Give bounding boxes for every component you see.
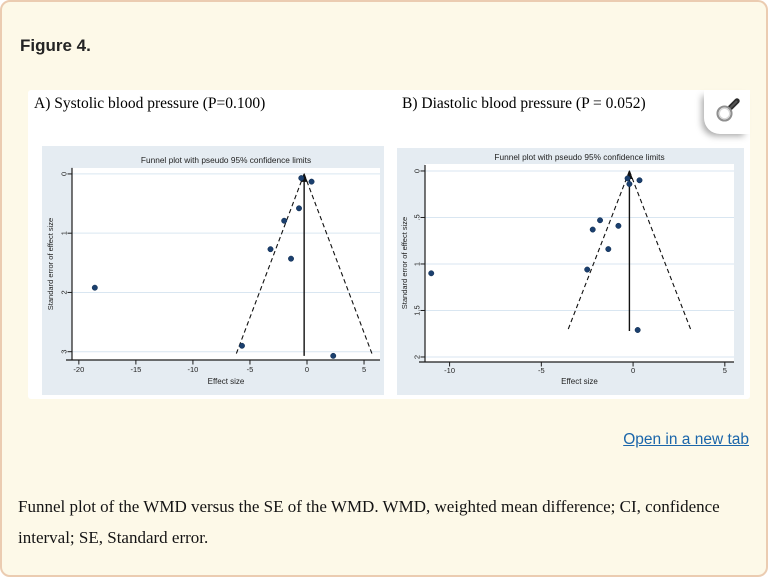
magnifier-icon (714, 97, 741, 127)
funnel-plot-diastolic: -10 -5 0 5 0 .5 1 1.5 2 Funnel plot with pseudo 9… (397, 148, 744, 395)
data-point (634, 327, 641, 333)
x-tick-label: 0 (305, 365, 309, 374)
plot-title: Funnel plot with pseudo 95% confidence l… (141, 155, 311, 165)
x-tick-label: -10 (187, 365, 198, 374)
data-point (91, 284, 98, 291)
data-point (605, 246, 612, 253)
y-tick-label: 3 (60, 350, 69, 354)
data-point (584, 266, 591, 273)
plot-region (72, 168, 380, 360)
funnel-plot-systolic: -20 -15 -10 -5 0 5 0 1 2 3 Funnel plot with pseudo… (42, 146, 384, 395)
y-tick-label: .5 (413, 214, 422, 220)
x-tick-label: 5 (362, 365, 366, 374)
figure-caption: Funnel plot of the WMD versus the SE of … (18, 497, 720, 547)
y-axis-label: Standard error of effect size (46, 218, 55, 310)
y-tick-label: 0 (60, 172, 69, 176)
x-tick-label: -15 (130, 365, 141, 374)
funnel-plot-svg: -20 -15 -10 -5 0 5 0 1 2 3 Funnel plot with pseudo… (42, 146, 384, 395)
data-point (330, 352, 337, 359)
x-axis-label: Effect size (561, 377, 598, 386)
funnel-limit-right (628, 170, 692, 332)
y-tick-label: 0 (413, 169, 422, 173)
y-tick-label: 2 (60, 290, 69, 294)
data-point (308, 178, 315, 185)
open-in-new-tab-link[interactable]: Open in a new tab (623, 431, 749, 448)
y-axis-label: Standard error of effect size (400, 217, 409, 309)
funnel-limit-left (567, 170, 630, 332)
data-point (615, 222, 622, 229)
data-point (428, 270, 435, 277)
y-tick-label: 1.5 (413, 305, 422, 315)
funnel-limit-left (234, 173, 305, 357)
plot-title: Funnel plot with pseudo 95% confidence l… (494, 152, 664, 162)
figure-title: Figure 4. (20, 36, 91, 55)
panel-a-title: A) Systolic blood pressure (P=0.100) (34, 95, 266, 112)
data-point (296, 205, 302, 212)
x-tick-label: 0 (631, 366, 635, 375)
data-point (239, 342, 245, 349)
funnel-plot-svg: -10 -5 0 5 0 .5 1 1.5 2 Funnel plot with pseudo 9… (397, 148, 744, 395)
y-tick-label: 1 (60, 231, 69, 235)
x-tick-label: 5 (723, 366, 727, 375)
panel-b-title: B) Diastolic blood pressure (P = 0.052) (402, 95, 646, 112)
data-point (589, 226, 596, 233)
plot-region (425, 164, 734, 362)
data-point (288, 255, 294, 262)
y-tick-label: 1 (413, 262, 422, 266)
zoom-figure-button[interactable] (704, 90, 750, 134)
data-point (624, 175, 631, 182)
data-point (298, 175, 305, 182)
x-axis-label: Effect size (208, 377, 245, 386)
y-tick-label: 2 (413, 355, 422, 359)
data-point (597, 217, 604, 224)
x-tick-label: -5 (247, 365, 254, 374)
x-tick-label: -5 (538, 366, 545, 375)
x-tick-label: -10 (444, 366, 455, 375)
data-point (636, 177, 643, 184)
x-tick-label: -20 (73, 365, 84, 374)
data-point (267, 246, 274, 253)
figure-image-container: A) Systolic blood pressure (P=0.100) B) … (28, 90, 750, 399)
data-point (626, 181, 633, 187)
data-point (281, 217, 288, 224)
funnel-limit-right (303, 173, 374, 357)
